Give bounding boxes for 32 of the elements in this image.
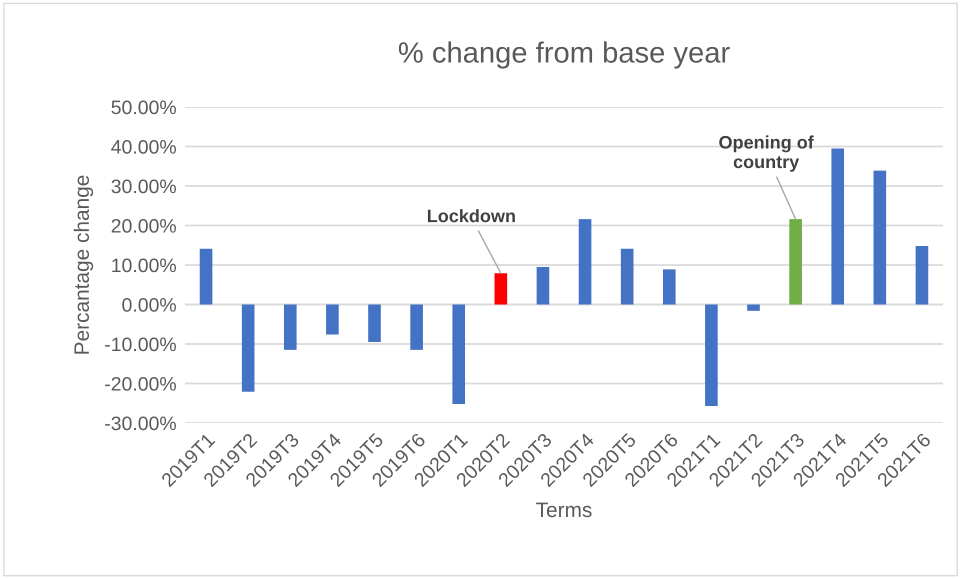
chart-title: % change from base year bbox=[398, 41, 730, 69]
y-tick-label: -10.00% bbox=[105, 337, 176, 352]
bar bbox=[242, 304, 254, 392]
bar bbox=[578, 219, 592, 304]
y-tick-label: 0.00% bbox=[122, 298, 176, 312]
bar bbox=[494, 273, 508, 304]
bar bbox=[747, 304, 760, 311]
bar bbox=[831, 148, 844, 304]
y-axis-title: Percantage change bbox=[74, 176, 94, 354]
bar bbox=[326, 304, 339, 335]
annotation: Opening of country bbox=[719, 135, 814, 172]
y-tick-label: -20.00% bbox=[105, 376, 176, 391]
y-tick-label: 50.00% bbox=[112, 100, 176, 114]
bar bbox=[200, 248, 212, 304]
bar bbox=[536, 266, 550, 304]
annotation: Lockdown bbox=[428, 209, 515, 222]
bar bbox=[662, 269, 676, 304]
bar bbox=[368, 304, 381, 342]
y-tick-label: 30.00% bbox=[111, 179, 176, 194]
y-tick-label: 40.00% bbox=[111, 140, 176, 154]
bar bbox=[284, 304, 297, 350]
bar bbox=[620, 248, 634, 304]
bar bbox=[874, 170, 886, 304]
y-tick-label: 20.00% bbox=[112, 218, 176, 233]
bar bbox=[452, 304, 466, 404]
bar bbox=[789, 219, 802, 304]
x-axis-title: Terms bbox=[536, 502, 592, 518]
bar bbox=[410, 304, 423, 350]
bar bbox=[916, 246, 928, 304]
bar bbox=[705, 304, 718, 406]
y-tick-label: -30.00% bbox=[105, 416, 176, 430]
y-tick-label: 10.00% bbox=[112, 258, 176, 272]
